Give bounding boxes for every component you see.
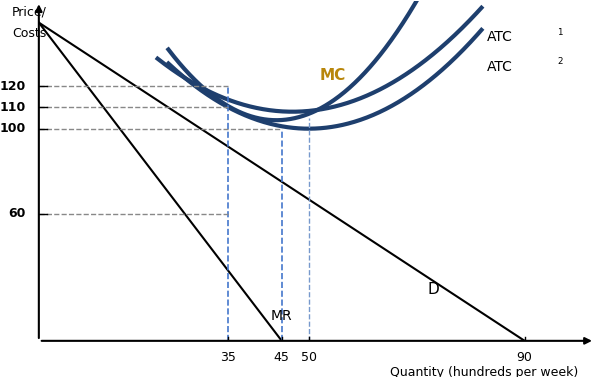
Text: D: D [427,282,439,297]
Text: 100: 100 [0,122,25,135]
Text: ATC: ATC [487,60,513,74]
Text: 110: 110 [0,101,25,114]
Text: 50: 50 [300,351,317,365]
Text: Quantity (hundreds per week): Quantity (hundreds per week) [390,366,578,377]
Text: 120: 120 [0,80,25,93]
Text: MC: MC [319,68,346,83]
Text: $_2$: $_2$ [557,54,564,67]
Text: 35: 35 [220,351,236,365]
Text: $_1$: $_1$ [557,25,564,38]
Text: MR: MR [271,309,293,323]
Text: 90: 90 [517,351,532,365]
Text: Costs: Costs [12,27,46,40]
Text: 60: 60 [8,207,25,220]
Text: Price/: Price/ [12,6,47,18]
Text: ATC: ATC [487,31,513,44]
Text: 45: 45 [274,351,290,365]
